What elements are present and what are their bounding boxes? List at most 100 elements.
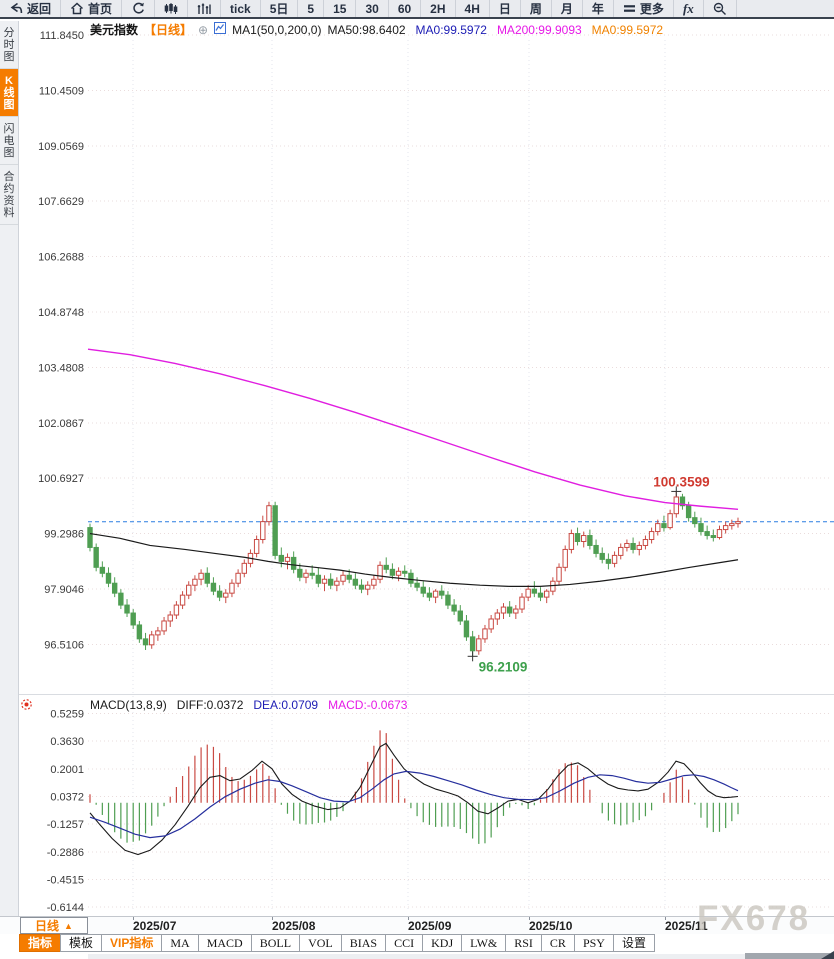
period-2h-button-label: 2H [430,1,446,16]
tab-settings[interactable]: 设置 [612,934,655,952]
top-toolbar: 返回 首页 tick 5日 5 15 30 60 2H 4H 日 周 月 年 更多 fx [0,0,834,19]
volume-profile-icon [197,2,211,15]
tab-boll[interactable]: BOLL [250,934,301,952]
svg-text:97.9046: 97.9046 [44,584,84,596]
macd-histogram [89,730,739,844]
tab-psy[interactable]: PSY [573,934,614,952]
macd-params-label[interactable]: MACD(13,8,9) [90,697,167,712]
period-month-button[interactable]: 月 [552,0,583,17]
tab-indicator[interactable]: 指标 [19,934,62,952]
zoom-out-button[interactable] [704,0,737,17]
period-2h-button[interactable]: 2H [421,0,456,17]
period-selector[interactable]: 日线 ▲ [20,917,88,934]
x-axis-label: 2025/09 [408,919,452,933]
svg-text:99.2986: 99.2986 [44,529,84,541]
volume-profile-button[interactable] [188,0,222,17]
ma-chart-icon[interactable] [214,22,227,37]
candles-layer [87,491,741,657]
period-5min-button-label: 5 [307,1,315,16]
period-5min-button[interactable]: 5 [298,0,325,17]
indicator-settings-icon[interactable] [20,698,33,716]
period-month-button-label: 月 [560,2,573,16]
x-axis-label: 2025/10 [529,919,573,933]
kline-chart-button[interactable] [155,0,189,17]
period-tag: 【日线】 [144,23,193,37]
svg-text:111.8450: 111.8450 [40,30,84,42]
period-15min-button-label: 15 [333,1,347,16]
x-axis-tick [529,917,530,920]
macd-axis-labels: 0.5259 0.3630 0.2001 0.0372 -0.1257 -0.2886 -0… [47,709,84,915]
period-5day-button-label: 5日 [269,2,289,16]
scrollbar-thumb[interactable] [745,953,830,959]
period-year-button-label: 年 [591,2,604,16]
zoom-out-icon [713,2,727,16]
tab-rsi[interactable]: RSI [505,934,542,952]
svg-text:104.8748: 104.8748 [38,307,84,319]
tab-flash-chart[interactable]: 闪电图 [0,117,18,165]
tab-cci[interactable]: CCI [385,934,424,952]
tick-period-button[interactable]: tick [221,0,261,17]
tab-lw[interactable]: LW& [461,934,507,952]
period-5day-button[interactable]: 5日 [261,0,299,17]
ma-value: MA50:98.6402 [327,22,406,37]
tab-ma[interactable]: MA [161,934,199,952]
back-button[interactable]: 返回 [0,0,62,17]
period-4h-button[interactable]: 4H [456,0,490,17]
ma-values: MA50:98.6402 MA0:99.5972 MA200:99.9093 MA0:… [327,23,663,37]
ma-settings-label[interactable]: MA1(50,0,200,0) [232,22,322,37]
macd-value: MACD:-0.0673 [328,697,408,712]
period-week-button-label: 周 [529,2,542,16]
x-axis-label: 2025/08 [272,919,316,933]
tab-kdj[interactable]: KDJ [422,934,463,952]
x-axis-label: 2025/11 [665,919,708,933]
svg-text:-0.2886: -0.2886 [47,847,84,859]
period-day-button[interactable]: 日 [490,0,521,17]
menu-icon [623,2,636,15]
ma200-line [87,348,739,511]
indicator-fx-button[interactable]: fx [674,0,704,17]
period-60min-button[interactable]: 60 [389,0,422,17]
tab-template[interactable]: 模板 [60,934,103,952]
tab-bias[interactable]: BIAS [340,934,387,952]
svg-text:0.2001: 0.2001 [50,764,84,776]
chart-header: 美元指数 【日线】 ⊕ MA1(50,0,200,0) MA50:98.6402… [90,22,663,37]
add-favorite-icon[interactable]: ⊕ [198,22,209,37]
svg-text:109.0569: 109.0569 [38,141,84,153]
annotations: 100.3599 96.2109 [467,474,710,674]
period-15min-button[interactable]: 15 [324,0,357,17]
refresh-icon [131,2,145,15]
macd-diff-line [89,742,739,856]
high-price-label: 100.3599 [653,474,709,489]
home-button[interactable]: 首页 [61,0,123,17]
period-selector-label: 日线 [35,919,60,933]
tab-contract-info[interactable]: 合约资料 [0,165,18,225]
scrollbar-track[interactable] [88,954,834,959]
more-button[interactable]: 更多 [614,0,674,17]
tab-cr[interactable]: CR [540,934,575,952]
period-30min-button[interactable]: 30 [356,0,389,17]
period-week-button[interactable]: 周 [521,0,552,17]
svg-text:103.4808: 103.4808 [38,362,84,374]
period-year-button[interactable]: 年 [583,0,614,17]
tab-macd[interactable]: MACD [197,934,252,952]
tab-vip-indicator[interactable]: VIP指标 [101,934,163,952]
resize-grip[interactable] [821,951,834,959]
macd-values: DIFF:0.0372 DEA:0.0709 MACD:-0.0673 [177,698,408,712]
symbol-name: 美元指数 [90,23,139,37]
low-price-label: 96.2109 [479,659,528,674]
ma-value: MA0:99.5972 [415,22,487,37]
macd-value: DEA:0.0709 [253,697,319,712]
tab-vol[interactable]: VOL [299,934,342,952]
home-icon [70,2,84,15]
svg-text:110.4509: 110.4509 [39,85,84,97]
tab-time-chart[interactable]: 分时图 [0,21,18,69]
svg-text:0.0372: 0.0372 [50,791,84,803]
x-axis-label: 2025/07 [133,919,177,933]
home-button-label: 首页 [88,2,113,16]
x-axis-tick [408,917,409,920]
refresh-button[interactable] [122,0,156,17]
back-arrow-icon [9,2,23,15]
